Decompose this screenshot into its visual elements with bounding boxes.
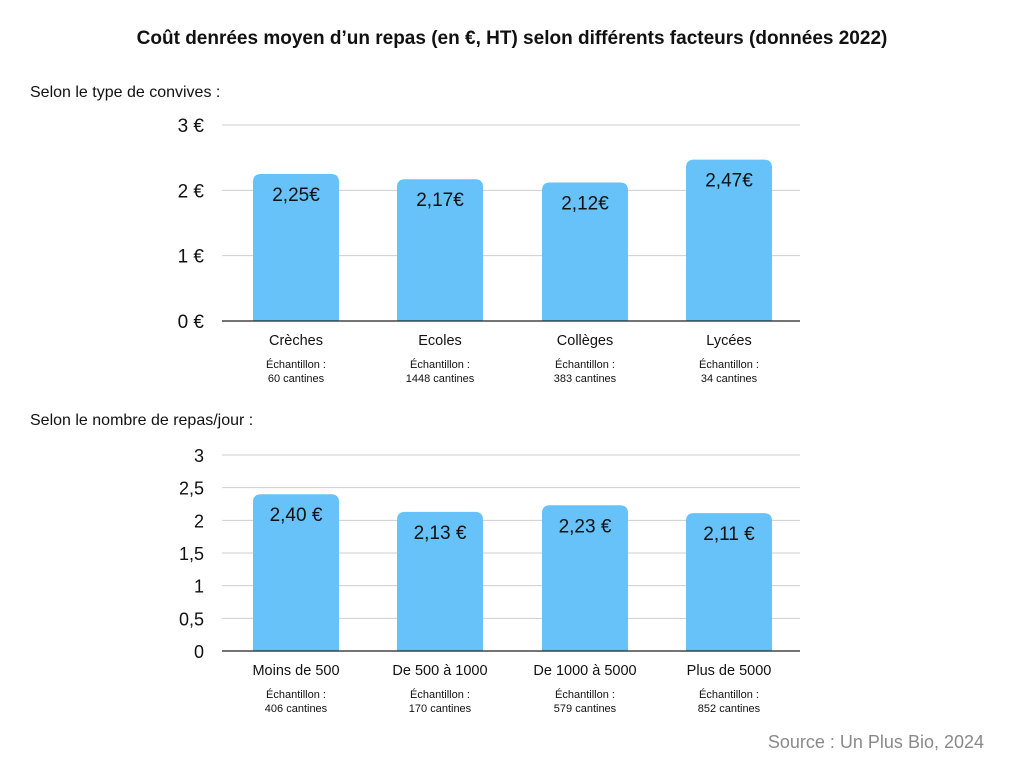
- sample-size-label: 1448 cantines: [406, 373, 475, 385]
- y-tick-label: 0: [194, 642, 204, 662]
- sample-label-prefix: Échantillon :: [410, 358, 470, 371]
- bar: [253, 174, 339, 321]
- bar-value-label: 2,23 €: [559, 516, 612, 537]
- sample-label-prefix: Échantillon :: [555, 688, 615, 701]
- sample-label-prefix: Échantillon :: [699, 688, 759, 701]
- bar-value-label: 2,25€: [272, 185, 320, 206]
- section-label-convives: Selon le type de convives :: [30, 84, 221, 101]
- x-category-label: De 1000 à 5000: [533, 663, 636, 679]
- x-category-label: Lycées: [706, 333, 751, 349]
- bar-value-label: 2,17€: [416, 190, 464, 211]
- y-tick-label: 0 €: [178, 312, 205, 333]
- sample-label-prefix: Échantillon :: [555, 358, 615, 371]
- section-label-repas-jour: Selon le nombre de repas/jour :: [30, 412, 254, 429]
- y-tick-label: 3: [194, 446, 204, 466]
- sample-label-prefix: Échantillon :: [410, 688, 470, 701]
- sample-label-prefix: Échantillon :: [266, 358, 326, 371]
- sample-label-prefix: Échantillon :: [699, 358, 759, 371]
- sample-size-label: 579 cantines: [554, 703, 617, 715]
- y-tick-label: 0,5: [179, 609, 204, 629]
- sample-size-label: 852 cantines: [698, 703, 761, 715]
- y-tick-label: 1: [194, 577, 204, 597]
- sample-size-label: 34 cantines: [701, 373, 758, 385]
- bar-value-label: 2,47€: [705, 171, 753, 192]
- sample-size-label: 170 cantines: [409, 703, 472, 715]
- y-tick-label: 2 €: [178, 181, 205, 202]
- bar: [542, 182, 628, 321]
- bar-chart-convives: 0 € 1 € 2 € 3 € 2,25€ Crèches Échantillon : 60 …: [178, 116, 800, 385]
- x-category-label: Crèches: [269, 333, 323, 349]
- y-tick-label: 2,5: [179, 479, 204, 499]
- bar: [542, 505, 628, 651]
- chart-title: Coût denrées moyen d’un repas (en €, HT)…: [136, 28, 888, 49]
- bar-value-label: 2,11 €: [703, 524, 755, 545]
- bar-value-label: 2,12€: [561, 193, 609, 214]
- sample-label-prefix: Échantillon :: [266, 688, 326, 701]
- y-tick-label: 3 €: [178, 116, 205, 137]
- bar: [686, 513, 772, 651]
- source-note: Source : Un Plus Bio, 2024: [767, 732, 984, 752]
- sample-size-label: 406 cantines: [265, 703, 328, 715]
- sample-size-label: 383 cantines: [554, 373, 617, 385]
- x-category-label: De 500 à 1000: [392, 663, 487, 679]
- y-tick-label: 2: [194, 511, 204, 531]
- x-category-label: Collèges: [557, 333, 613, 349]
- y-tick-label: 1,5: [179, 544, 204, 564]
- bar-value-label: 2,13 €: [414, 523, 467, 544]
- bar: [397, 511, 483, 651]
- x-category-label: Ecoles: [418, 333, 462, 349]
- bar: [397, 179, 483, 321]
- bar: [686, 159, 772, 321]
- y-tick-label: 1 €: [178, 247, 205, 268]
- sample-size-label: 60 cantines: [268, 373, 325, 385]
- x-category-label: Moins de 500: [252, 663, 339, 679]
- bar-value-label: 2,40 €: [270, 505, 323, 526]
- bar-chart-repas-jour: 0 0,5 1 1,5 2 2,5 3 2,40 € Moins de 500 Échantill…: [179, 446, 800, 715]
- bar: [253, 494, 339, 651]
- x-category-label: Plus de 5000: [687, 663, 772, 679]
